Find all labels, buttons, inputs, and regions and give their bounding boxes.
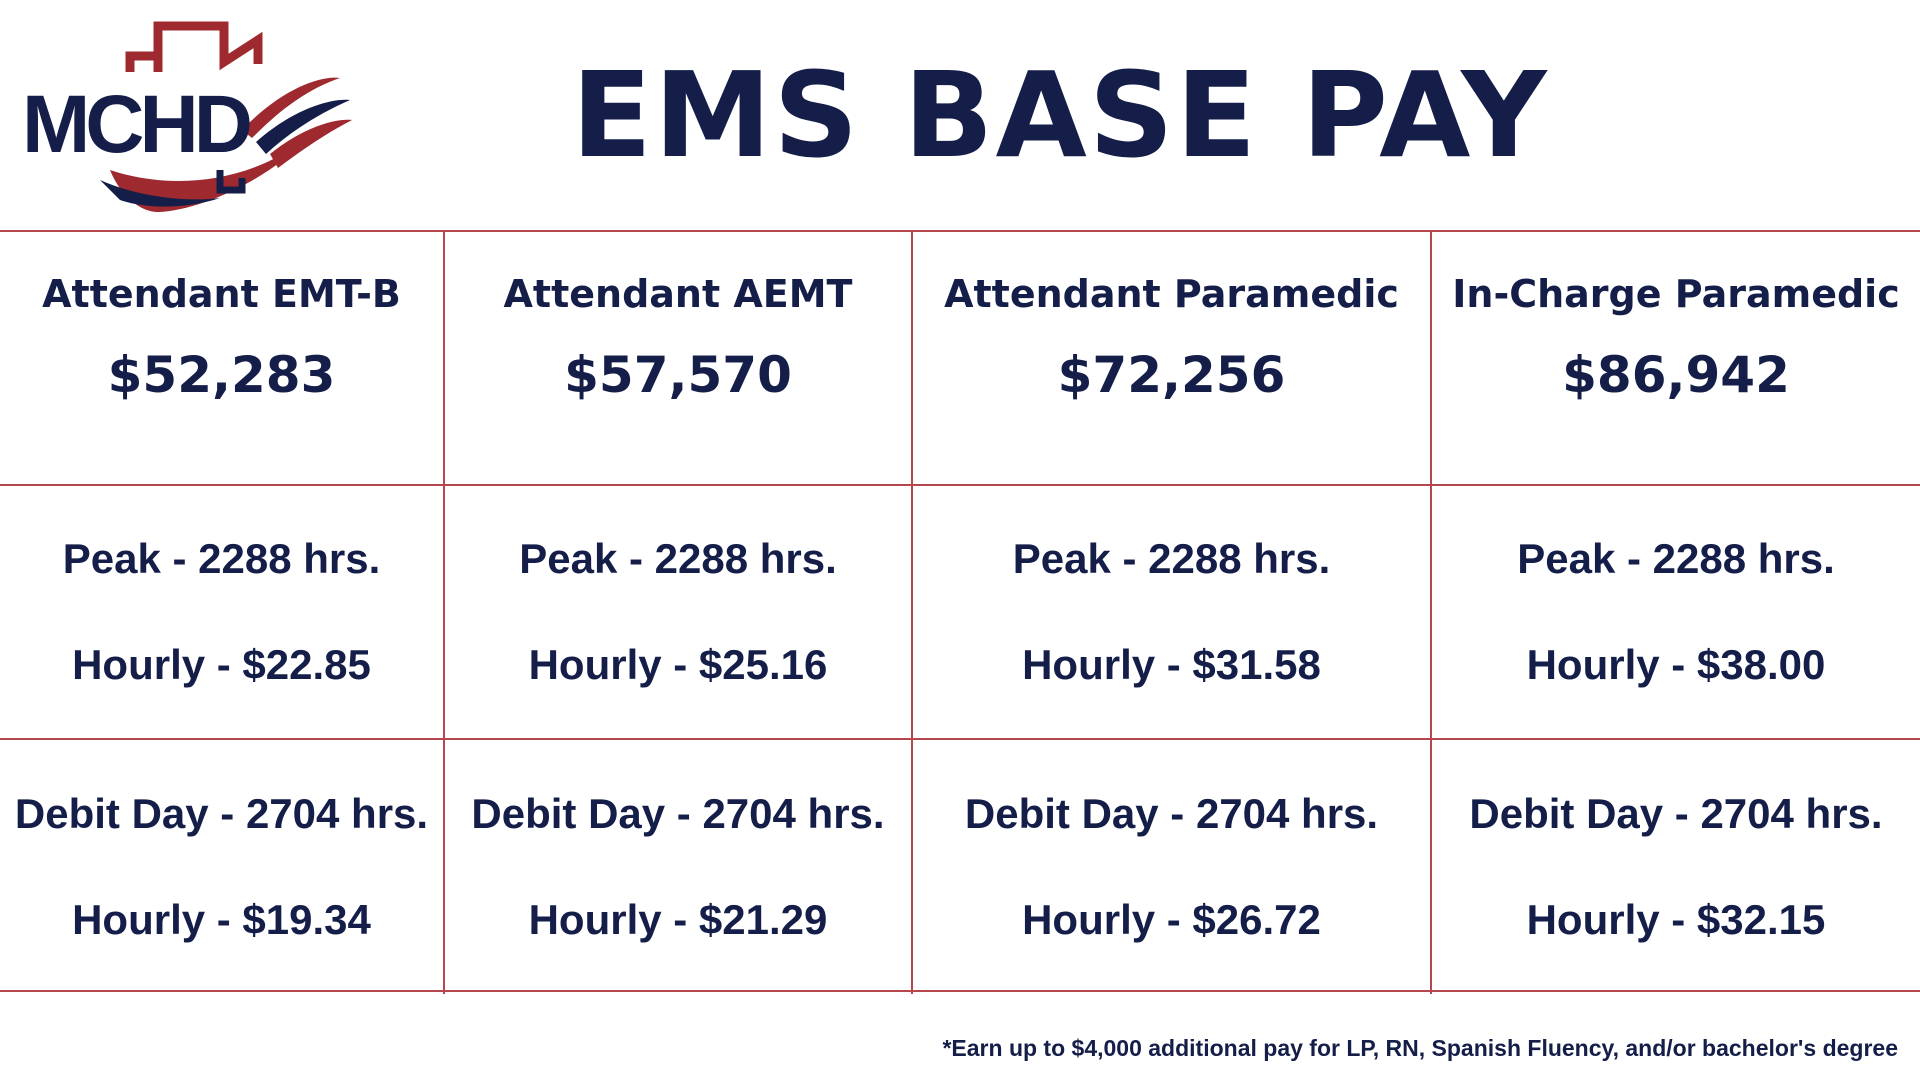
peak-hourly-rate: Hourly - $22.85 <box>72 641 371 688</box>
mchd-logo: MCHD <box>20 20 360 220</box>
role-title: Attendant EMT-B <box>42 272 401 316</box>
debit-day-hourly-rate: Hourly - $32.15 <box>1526 896 1826 943</box>
peak-cell-attendant-paramedic: Peak - 2288 hrs. Hourly - $31.58 <box>913 486 1432 740</box>
debit-cell-attendant-paramedic: Debit Day - 2704 hrs. Hourly - $26.72 <box>913 740 1432 994</box>
peak-hours: Peak - 2288 hrs. <box>62 535 381 582</box>
peak-hourly-rate: Hourly - $38.00 <box>1526 641 1826 688</box>
peak-hours: Peak - 2288 hrs. <box>1517 535 1835 582</box>
peak-hourly-rate: Hourly - $31.58 <box>1022 641 1321 688</box>
role-title: Attendant AEMT <box>503 272 853 316</box>
mchd-logo-graphic: MCHD <box>22 21 352 213</box>
debit-day-hours: Debit Day - 2704 hrs. <box>14 790 429 837</box>
header: MCHD EMS BASE PAY <box>0 0 1920 230</box>
peak-cell-in-charge-paramedic: Peak - 2288 hrs. Hourly - $38.00 <box>1432 486 1920 740</box>
peak-cell-aemt: Peak - 2288 hrs. Hourly - $25.16 <box>445 486 913 740</box>
peak-cell-emt-b: Peak - 2288 hrs. Hourly - $22.85 <box>0 486 445 740</box>
debit-day-hourly-rate: Hourly - $26.72 <box>1022 896 1321 943</box>
peak-hours: Peak - 2288 hrs. <box>519 535 837 582</box>
peak-hours: Peak - 2288 hrs. <box>1012 535 1331 582</box>
debit-day-hourly-rate: Hourly - $21.29 <box>528 896 828 943</box>
role-title: Attendant Paramedic <box>944 272 1399 316</box>
debit-cell-in-charge-paramedic: Debit Day - 2704 hrs. Hourly - $32.15 <box>1432 740 1920 994</box>
debit-day-hours: Debit Day - 2704 hrs. <box>471 790 885 837</box>
role-cell-aemt: Attendant AEMT $57,570 <box>445 232 913 486</box>
logo-wordmark: MCHD <box>22 79 250 170</box>
role-salary: $52,283 <box>107 346 336 404</box>
role-title: In-Charge Paramedic <box>1452 272 1900 316</box>
pay-table: Attendant EMT-B $52,283 Attendant AEMT $… <box>0 230 1920 994</box>
role-salary: $86,942 <box>1562 346 1790 404</box>
debit-cell-emt-b: Debit Day - 2704 hrs. Hourly - $19.34 <box>0 740 445 994</box>
debit-cell-aemt: Debit Day - 2704 hrs. Hourly - $21.29 <box>445 740 913 994</box>
debit-day-hours: Debit Day - 2704 hrs. <box>964 790 1379 837</box>
role-cell-attendant-paramedic: Attendant Paramedic $72,256 <box>913 232 1432 486</box>
debit-day-hours: Debit Day - 2704 hrs. <box>1469 790 1883 837</box>
peak-hourly-rate: Hourly - $25.16 <box>528 641 828 688</box>
role-cell-in-charge-paramedic: In-Charge Paramedic $86,942 <box>1432 232 1920 486</box>
role-salary: $57,570 <box>564 346 792 404</box>
debit-day-hourly-rate: Hourly - $19.34 <box>72 896 371 943</box>
role-cell-emt-b: Attendant EMT-B $52,283 <box>0 232 445 486</box>
page-title: EMS BASE PAY <box>571 46 1549 184</box>
role-salary: $72,256 <box>1057 346 1286 404</box>
additional-pay-footnote: *Earn up to $4,000 additional pay for LP… <box>942 1035 1898 1061</box>
